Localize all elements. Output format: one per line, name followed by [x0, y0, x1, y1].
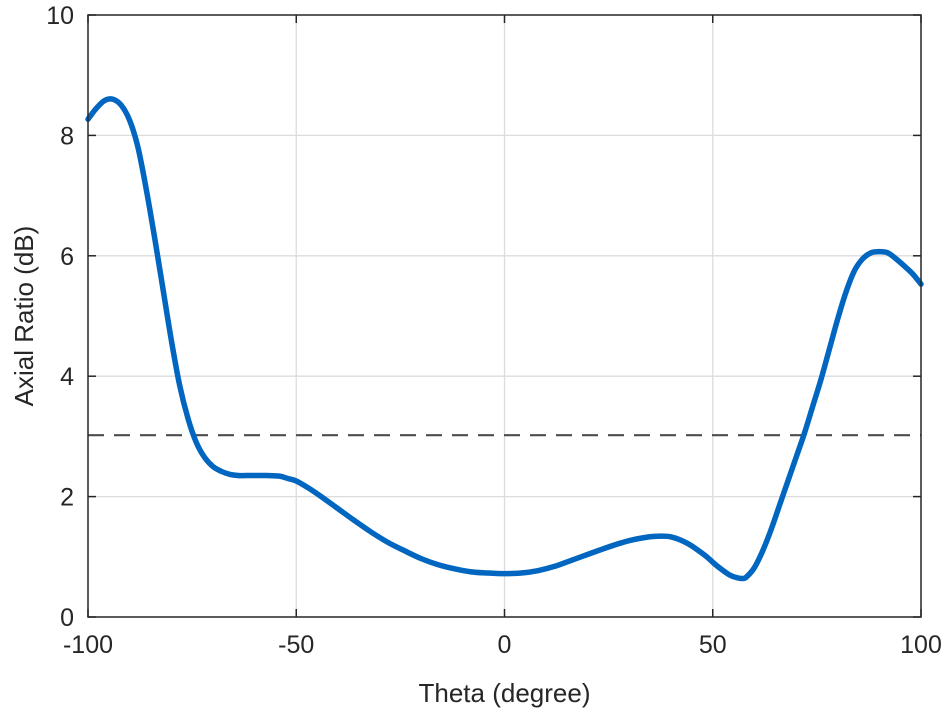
- x-tick-label: -50: [278, 631, 314, 659]
- x-tick-label: 100: [900, 631, 942, 659]
- x-axis-title: Theta (degree): [419, 678, 591, 708]
- y-tick-label: 2: [60, 484, 74, 512]
- x-tick-label: -100: [63, 631, 113, 659]
- y-tick-label: 8: [60, 122, 74, 150]
- y-tick-label: 6: [60, 243, 74, 271]
- y-tick-label: 4: [60, 363, 74, 391]
- y-tick-label: 0: [60, 604, 74, 632]
- x-tick-labels: -100 -50 0 50 100: [63, 631, 942, 659]
- x-tick-label: 0: [498, 631, 512, 659]
- grid-lines: [88, 15, 921, 617]
- y-axis-title: Axial Ratio (dB): [9, 226, 39, 407]
- y-tick-labels: 0 2 4 6 8 10: [46, 2, 74, 632]
- axis-ticks: [87, 14, 922, 618]
- axial-ratio-curve: [85, 96, 924, 582]
- x-tick-label: 50: [699, 631, 727, 659]
- plot-series: [85, 96, 924, 582]
- y-tick-label: 10: [46, 2, 74, 30]
